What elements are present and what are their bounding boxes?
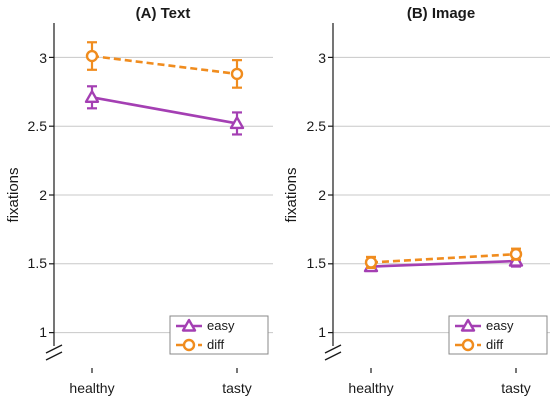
- axis-break-mark: [324, 344, 342, 354]
- legend-marker-easy: [460, 318, 476, 332]
- legend-marker-easy: [181, 318, 197, 332]
- data-point-diff: [85, 49, 99, 63]
- panel-title: (B) Image: [407, 5, 475, 22]
- legend-marker-diff: [461, 338, 475, 352]
- axis-break-mark: [45, 344, 63, 354]
- series-line: [370, 252, 517, 264]
- legend-label-diff: diff: [486, 337, 503, 352]
- panel-text: (A) Text fixations healthy tasty 1 1.5 2…: [5, 5, 273, 396]
- series-easy: [84, 85, 245, 136]
- x-tick-label: healthy: [69, 380, 114, 396]
- series-diff: [364, 247, 523, 270]
- legend-label-easy: easy: [207, 318, 235, 333]
- y-tick-label: 3: [318, 50, 326, 66]
- y-tick-label: 2.5: [307, 118, 327, 134]
- axis-break-mark: [324, 351, 342, 361]
- y-tick-label: 1.5: [28, 255, 48, 271]
- plot-area: [45, 23, 273, 373]
- x-tick-label: tasty: [222, 380, 252, 396]
- y-tick-label: 1.5: [307, 255, 327, 271]
- x-tick-label: healthy: [348, 380, 393, 396]
- data-point-diff: [364, 256, 378, 269]
- data-point-diff: [509, 247, 523, 261]
- plot-area: [324, 23, 550, 373]
- legend-marker-diff: [182, 338, 196, 352]
- series-line: [91, 96, 238, 125]
- y-tick-label: 3: [39, 50, 47, 66]
- panel-image: (B) Image fixations healthy tasty 1 1.5 …: [283, 5, 550, 396]
- y-axis-label: fixations: [283, 167, 300, 222]
- y-tick-label: 1: [318, 324, 326, 340]
- data-point-easy: [84, 90, 100, 104]
- y-tick-label: 2.5: [28, 118, 48, 134]
- legend: [448, 315, 548, 355]
- y-tick-label: 2: [318, 187, 326, 203]
- y-tick-label: 2: [39, 187, 47, 203]
- legend: [169, 315, 269, 355]
- series-line: [91, 54, 238, 76]
- y-axis-label: fixations: [5, 167, 22, 222]
- legend-label-diff: diff: [207, 337, 224, 352]
- data-point-easy: [229, 116, 245, 130]
- data-point-diff: [230, 67, 244, 81]
- series-line: [370, 259, 517, 268]
- panel-title: (A) Text: [136, 5, 191, 22]
- series-diff: [85, 41, 244, 89]
- x-tick-label: tasty: [501, 380, 531, 396]
- y-tick-label: 1: [39, 324, 47, 340]
- axis-break-mark: [45, 351, 63, 361]
- legend-label-easy: easy: [486, 318, 514, 333]
